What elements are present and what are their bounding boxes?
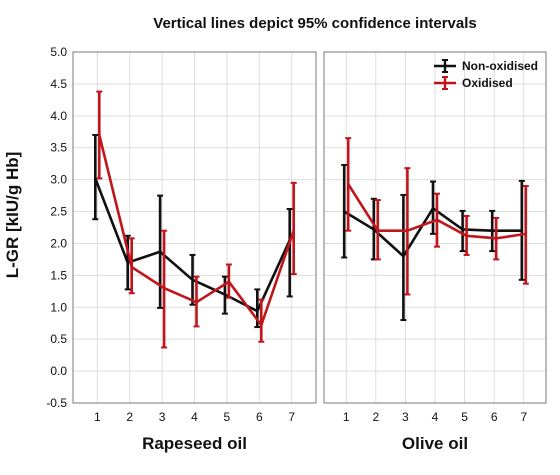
- y-tick-label: 1.0: [50, 300, 67, 314]
- legend: Non-oxidised Oxidised: [434, 59, 538, 90]
- x-tick-label: 2: [126, 410, 133, 424]
- y-axis-label: L-GR [kIU/g Hb]: [3, 152, 22, 279]
- y-tick-label: 0.5: [50, 332, 67, 346]
- y-tick-label: 2.5: [50, 205, 67, 219]
- chart-panels: -0.5 0.0 0.5 1.0 1.5 2.0 2.5 3.0 3.5 4.0 4.5 5.0 1 2 3…: [46, 45, 547, 453]
- x-tick-label: 1: [343, 410, 350, 424]
- x-tick-label: 7: [288, 410, 295, 424]
- series-oxidised: [96, 90, 297, 349]
- x-tick-label: 5: [224, 410, 231, 424]
- x-tick-label: 4: [432, 410, 439, 424]
- legend-label: Oxidised: [462, 76, 513, 90]
- x-tick-label: 5: [461, 410, 468, 424]
- y-tick-label: 3.0: [50, 173, 67, 187]
- series-non-oxidised: [341, 163, 525, 322]
- x-axis-label: Rapeseed oil: [142, 434, 247, 453]
- series-oxidised: [345, 137, 529, 296]
- y-tick-label: 1.5: [50, 268, 67, 282]
- y-tick-label: 4.5: [50, 77, 67, 91]
- x-tick-label: 2: [372, 410, 379, 424]
- panel-border: [72, 51, 317, 404]
- x-tick-label: 6: [491, 410, 498, 424]
- panel-border: [323, 51, 547, 404]
- y-tick-label: -0.5: [46, 396, 67, 410]
- x-axis-label: Olive oil: [402, 434, 468, 453]
- y-tick-label: 0.0: [50, 364, 67, 378]
- x-tick-label: 3: [402, 410, 409, 424]
- x-tick-label: 6: [256, 410, 263, 424]
- legend-label: Non-oxidised: [462, 59, 538, 73]
- chart-title: Vertical lines depict 95% confidence int…: [153, 15, 476, 32]
- y-tick-label: 3.5: [50, 141, 67, 155]
- y-tick-label: 4.0: [50, 109, 67, 123]
- panel-1: 1 2 3 4 5 6 7 Rapeseed oil: [72, 51, 317, 453]
- x-tick-label: 7: [520, 410, 527, 424]
- x-tick-label: 3: [159, 410, 166, 424]
- y-tick-label: 5.0: [50, 45, 67, 59]
- panel-2: 1 2 3 4 5 6 7 Olive oil: [323, 51, 547, 453]
- y-tick-label: 2.0: [50, 236, 67, 250]
- x-tick-label: 4: [191, 410, 198, 424]
- x-tick-label: 1: [94, 410, 101, 424]
